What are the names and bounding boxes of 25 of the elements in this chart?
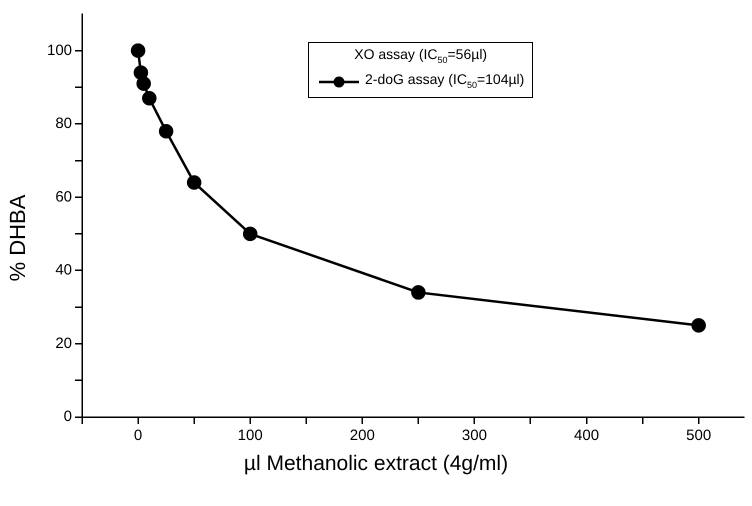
x-tick-label: 100 xyxy=(238,427,263,444)
point xyxy=(130,43,146,58)
point xyxy=(158,124,174,138)
x-tick-label: 200 xyxy=(350,427,375,444)
y-axis-title: % DHBA xyxy=(5,194,31,284)
point xyxy=(142,91,157,106)
x-tick-label: 300 xyxy=(462,427,487,444)
legend-label: 2-doG assay (IC$_{50}$=104µl) xyxy=(365,70,524,92)
y-tick-label: 40 xyxy=(55,262,72,279)
point xyxy=(411,285,426,300)
point xyxy=(136,76,151,91)
x-axis-title: µl Methanolic extract (4g/ml) xyxy=(242,452,510,476)
point xyxy=(242,226,258,242)
point xyxy=(134,65,148,80)
point xyxy=(186,175,202,190)
y-tick-label: 60 xyxy=(55,188,72,206)
x-tick-label: 0 xyxy=(134,427,142,444)
y-tick-label: 20 xyxy=(55,334,72,352)
annotation: XO assay (IC$_{50}$=56µl) xyxy=(353,45,488,67)
y-tick-label: 80 xyxy=(55,115,72,132)
y-tick-label: 0 xyxy=(64,408,72,426)
x-tick-label: 500 xyxy=(686,427,712,444)
x-tick-label: 400 xyxy=(574,427,600,444)
point xyxy=(691,318,706,333)
y-tick-label: 100 xyxy=(46,42,72,59)
